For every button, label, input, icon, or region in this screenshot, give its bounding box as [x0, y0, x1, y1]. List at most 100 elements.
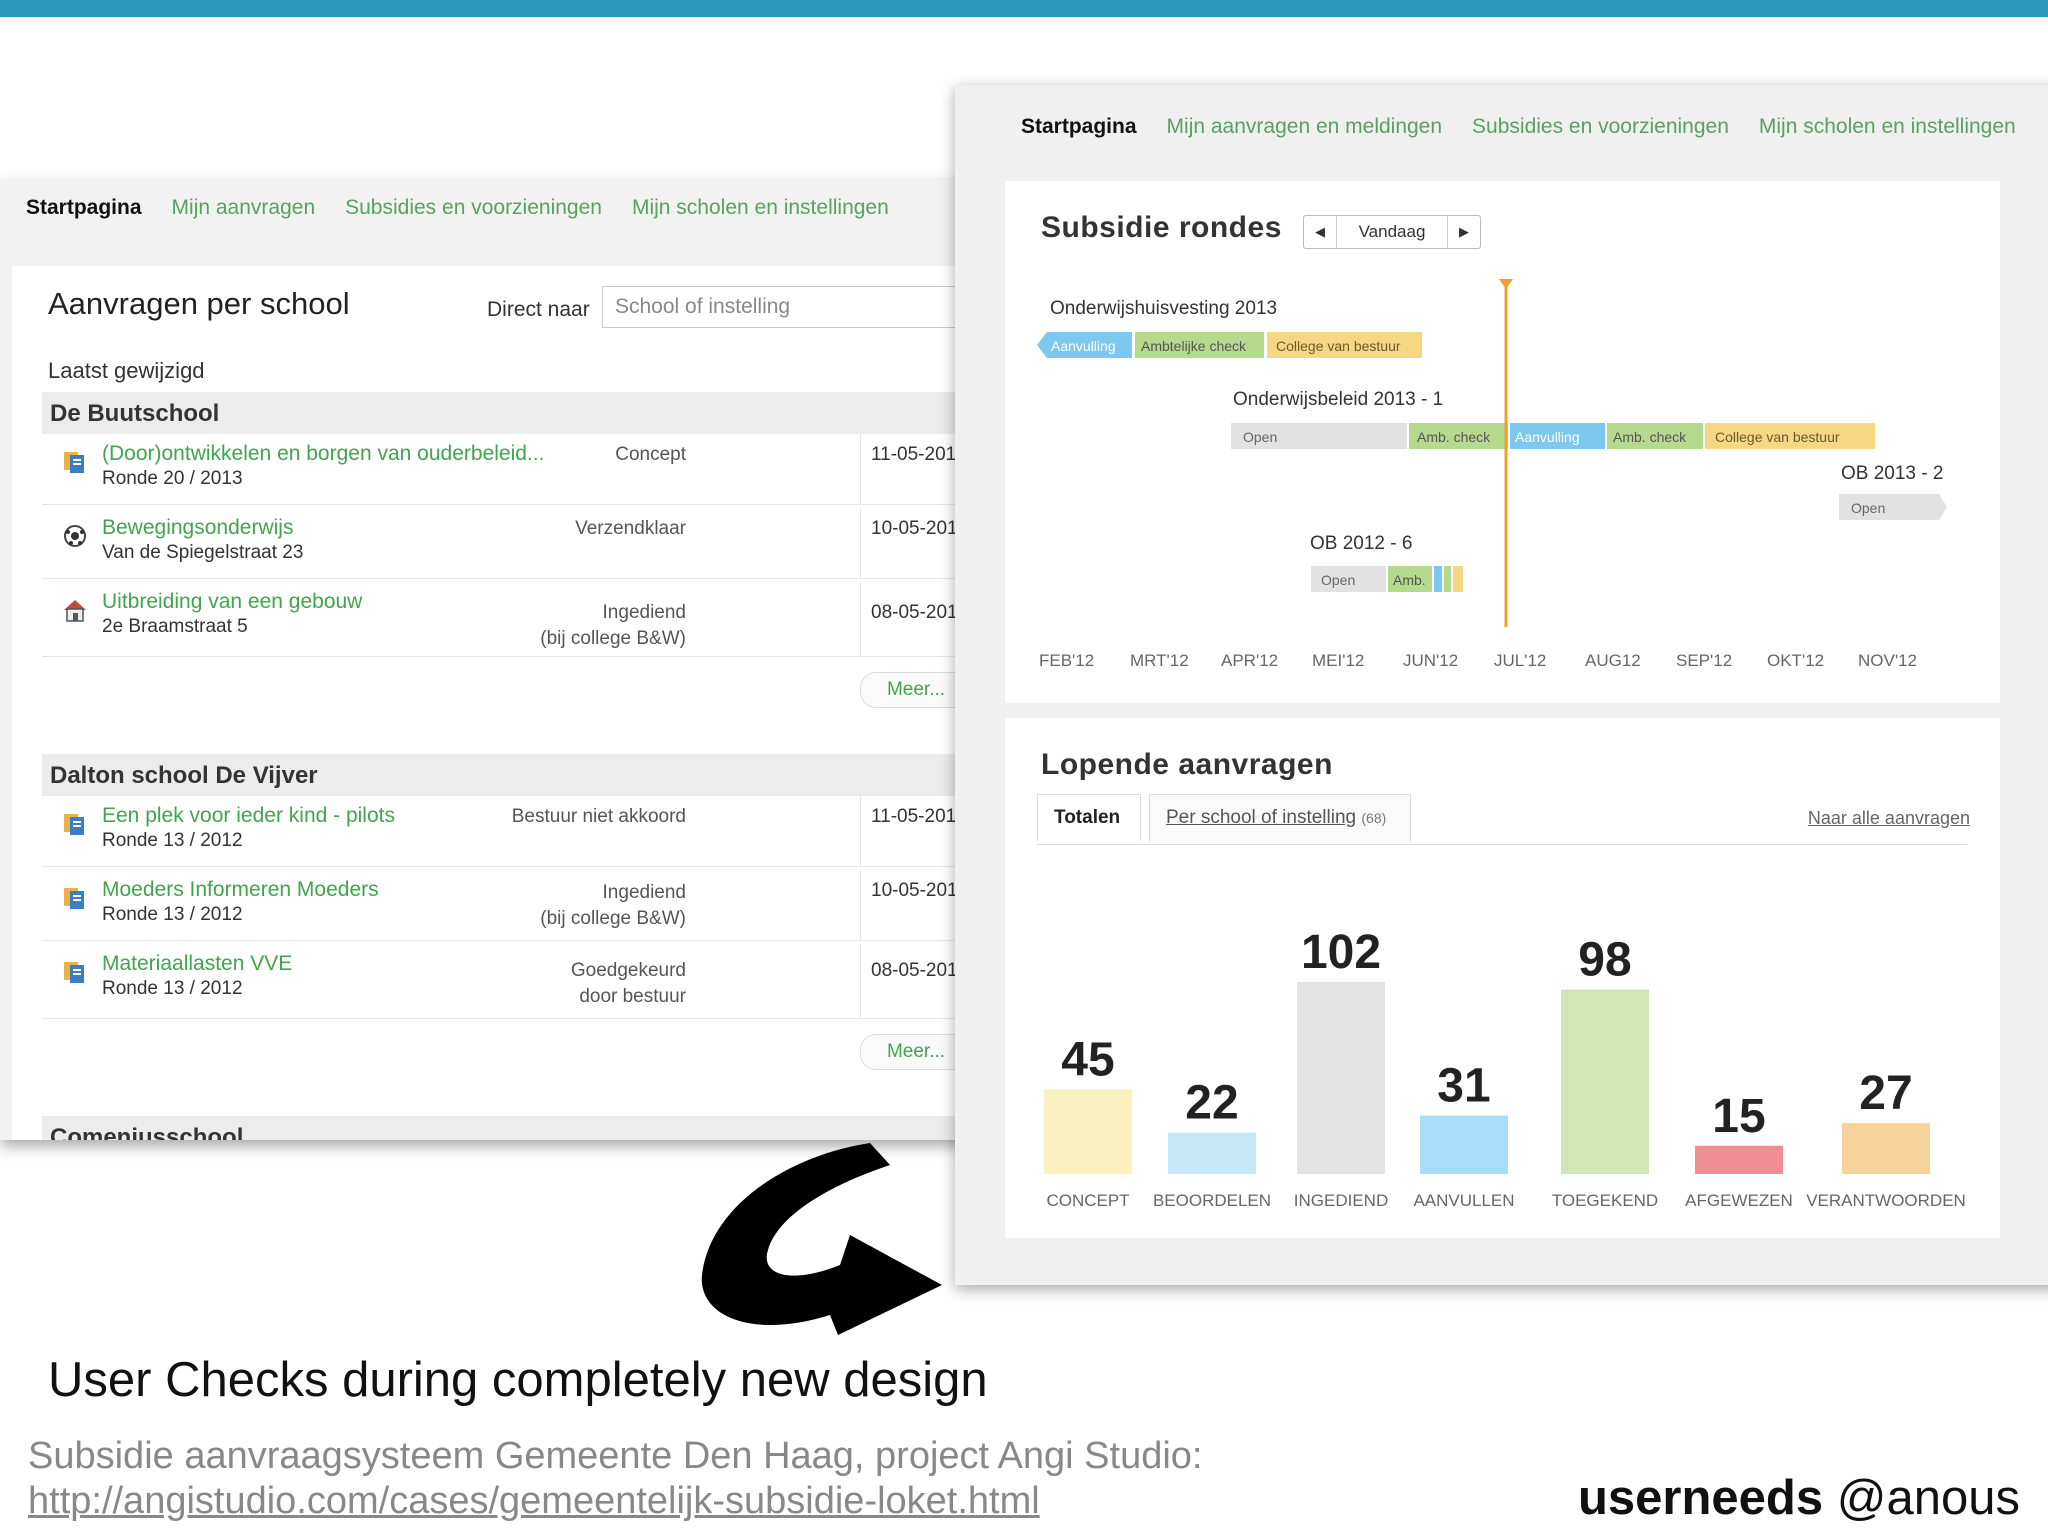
bar-value-label: 98: [1578, 934, 1631, 987]
phase-label: Open: [1321, 572, 1355, 588]
bar[interactable]: [1168, 1132, 1256, 1174]
more-button[interactable]: Meer...: [860, 672, 972, 708]
document-stack-icon: [64, 814, 84, 835]
phase-segment: [1311, 566, 1386, 592]
track-title: Onderwijshuisvesting 2013: [1050, 298, 1277, 319]
author-credit: userneeds @anous: [1578, 1470, 2020, 1526]
nav-startpagina[interactable]: Startpagina: [26, 196, 142, 219]
group-header: Dalton school De Vijver: [42, 754, 980, 796]
bar-value-label: 102: [1301, 926, 1381, 979]
status-bar-chart: 45 CONCEPT 22 BEOORDELEN 102 INGEDIEND 31 AANVU…: [1044, 926, 1966, 1210]
slide-caption: User Checks during completely new design: [48, 1353, 988, 1407]
today-button[interactable]: Vandaag: [1358, 222, 1426, 241]
list-item[interactable]: (Door)ontwikkelen en borgen van ouderbel…: [42, 434, 980, 505]
status-text: Bestuur niet akkoord: [511, 806, 686, 827]
request-title-link[interactable]: Moeders Informeren Moeders: [102, 878, 379, 901]
status-text: Goedgekeurd door bestuur: [570, 960, 686, 1007]
phase-segment: [1037, 332, 1132, 358]
phase-segment: [1453, 566, 1463, 592]
phase-segment: [1705, 423, 1875, 449]
phase-label: Ambtelijke check: [1141, 338, 1247, 354]
nav-startpagina[interactable]: Startpagina: [1021, 115, 1137, 138]
month-tick-label: MEI'12: [1312, 651, 1364, 670]
request-title-link[interactable]: Uitbreiding van een gebouw: [102, 590, 363, 613]
list-item[interactable]: Materiaallasten VVE Ronde 13 / 2012 Goed…: [42, 944, 980, 1019]
request-tabs: Totalen Per school of instelling (68): [1037, 794, 1967, 845]
bar[interactable]: [1695, 1145, 1783, 1174]
project-link[interactable]: http://angistudio.com/cases/gemeentelijk…: [28, 1480, 1040, 1522]
bar-category-label: TOEGEKEND: [1552, 1191, 1658, 1210]
phase-label: Open: [1851, 500, 1885, 516]
request-subtitle: Ronde 13 / 2012: [102, 978, 243, 999]
next-arrow-icon[interactable]: ▶: [1447, 216, 1480, 248]
tab-totalen[interactable]: Totalen: [1037, 794, 1141, 842]
rounds-title: Subsidie rondes: [1041, 211, 1282, 244]
request-subtitle: 2e Braamstraat 5: [102, 616, 248, 637]
request-title-link[interactable]: Bewegingsonderwijs: [102, 516, 294, 539]
new-design-screenshot: Startpagina Mijn aanvragen en meldingen …: [955, 85, 2048, 1285]
month-tick-label: OKT'12: [1767, 651, 1824, 670]
phase-label: Amb. check: [1417, 429, 1491, 445]
nav-mijn-aanvragen[interactable]: Mijn aanvragen en meldingen: [1166, 115, 1443, 138]
nav-mijn-aanvragen[interactable]: Mijn aanvragen: [171, 196, 316, 219]
phase-label: College van bestuur: [1715, 429, 1840, 445]
school-select[interactable]: School of instelling ▼: [602, 286, 980, 328]
curved-arrow-icon: [701, 1143, 942, 1335]
request-subtitle: Ronde 20 / 2013: [102, 468, 243, 489]
prev-arrow-icon[interactable]: ◀: [1304, 216, 1337, 248]
list-item[interactable]: Uitbreiding van een gebouw 2e Braamstraa…: [42, 582, 980, 657]
request-title-link[interactable]: Materiaallasten VVE: [102, 952, 293, 975]
nav-mijn-scholen[interactable]: Mijn scholen en instellingen: [1758, 115, 2016, 138]
old-content-card: Aanvragen per school Direct naar School …: [12, 266, 980, 1140]
track-title: Onderwijsbeleid 2013 - 1: [1233, 389, 1443, 410]
phase-label: Open: [1243, 429, 1277, 445]
status-text: Ingediend (bij college B&W): [540, 602, 686, 649]
tab-per-school[interactable]: Per school of instelling (68): [1149, 794, 1411, 842]
bar-value-label: 31: [1437, 1060, 1490, 1113]
list-item[interactable]: Een plek voor ieder kind - pilots Ronde …: [42, 796, 980, 867]
requests-title: Lopende aanvragen: [1041, 748, 1333, 781]
bar[interactable]: [1561, 989, 1649, 1174]
timeline: Onderwijshuisvesting 2013 Aanvulling Amb…: [1037, 279, 1947, 670]
bar[interactable]: [1842, 1123, 1930, 1174]
month-tick-label: JUN'12: [1403, 651, 1458, 670]
status-text: Verzendklaar: [575, 518, 686, 539]
today-marker-icon: [1499, 279, 1513, 289]
nav-mijn-scholen[interactable]: Mijn scholen en instellingen: [631, 196, 889, 219]
month-tick-label: SEP'12: [1676, 651, 1732, 670]
document-stack-icon: [64, 962, 84, 983]
date-text: 11-05-2012: [860, 434, 967, 504]
bar[interactable]: [1420, 1115, 1508, 1174]
list-item[interactable]: Moeders Informeren Moeders Ronde 13 / 20…: [42, 870, 980, 941]
list-item[interactable]: Bewegingsonderwijs Van de Spiegelstraat …: [42, 508, 980, 579]
month-tick-label: JUL'12: [1494, 651, 1546, 670]
project-description: Subsidie aanvraagsysteem Gemeente Den Ha…: [28, 1435, 1203, 1477]
date-text: 11-05-2012: [860, 796, 967, 866]
bar-category-label: CONCEPT: [1046, 1191, 1129, 1210]
phase-segment: [1444, 566, 1451, 592]
phase-label: Amb. check: [1613, 429, 1687, 445]
bar-category-label: INGEDIEND: [1294, 1191, 1388, 1210]
track-title: OB 2013 - 2: [1841, 463, 1943, 484]
phase-segment: [1267, 332, 1422, 358]
all-requests-link[interactable]: Naar alle aanvragen: [1807, 808, 1970, 828]
document-stack-icon: [64, 888, 84, 909]
status-text: Concept: [615, 444, 686, 465]
old-design-screenshot: Startpagina Mijn aanvragen Subsidies en …: [0, 180, 980, 1140]
brand-name: userneeds: [1578, 1471, 1824, 1525]
month-tick-label: APR'12: [1221, 651, 1278, 670]
request-title-link[interactable]: Een plek voor ieder kind - pilots: [102, 804, 395, 827]
month-tick-label: AUG12: [1585, 651, 1641, 670]
date-text: 10-05-2012: [860, 870, 968, 940]
bar-category-label: AFGEWEZEN: [1685, 1191, 1793, 1210]
lopende-aanvragen-panel: Lopende aanvragen Totalen Per school of …: [1005, 718, 2000, 1238]
bar[interactable]: [1044, 1089, 1132, 1174]
bar[interactable]: [1297, 982, 1385, 1174]
request-title-link[interactable]: (Door)ontwikkelen en borgen van ouderbel…: [102, 442, 545, 465]
date-pager: ◀ Vandaag ▶: [1303, 215, 1481, 249]
nav-subsidies[interactable]: Subsidies en voorzieningen: [1472, 115, 1729, 138]
nav-subsidies[interactable]: Subsidies en voorzieningen: [345, 196, 602, 219]
bar-value-label: 27: [1859, 1067, 1912, 1120]
bar-value-label: 15: [1712, 1090, 1765, 1143]
group-header: De Buutschool: [42, 392, 980, 434]
